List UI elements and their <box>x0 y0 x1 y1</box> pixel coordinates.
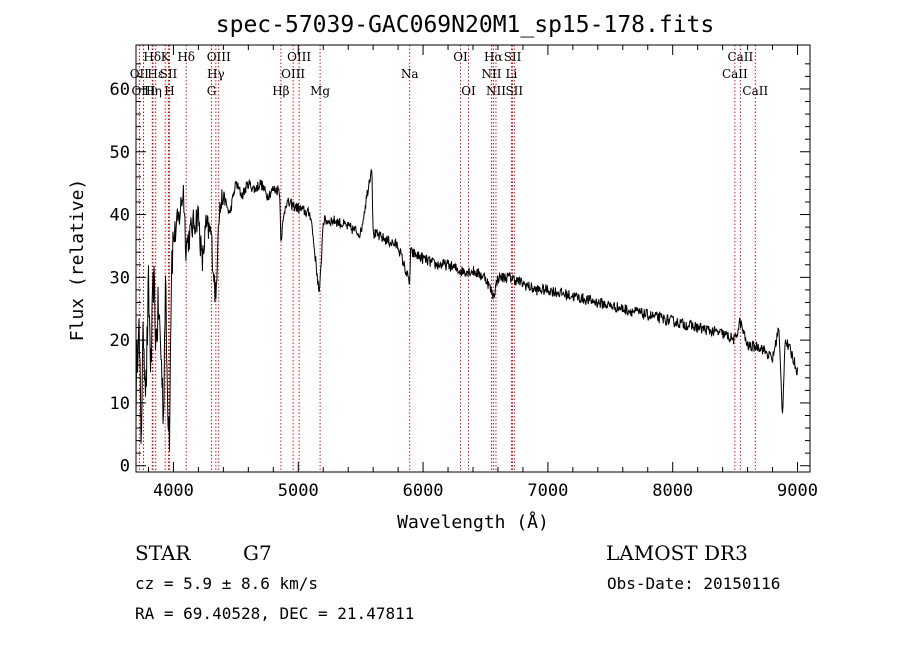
line-label: Hη <box>144 84 162 98</box>
y-axis-label: Flux (relative) <box>67 179 88 342</box>
line-label: Li <box>506 67 518 81</box>
x-tick-label: 4000 <box>153 481 194 501</box>
y-tick-label: 0 <box>120 457 130 477</box>
line-label: CaII <box>722 67 748 81</box>
line-label: NII <box>481 67 501 81</box>
line-label: Mg <box>310 84 330 98</box>
survey-name: LAMOST DR3 <box>606 541 748 565</box>
x-tick-label: 7000 <box>527 481 568 501</box>
line-label: Hβ <box>272 84 289 98</box>
y-tick-label: 10 <box>110 394 130 414</box>
spectral-line-markers <box>138 45 756 472</box>
plot-frame <box>135 44 811 473</box>
line-label: G <box>207 84 217 98</box>
y-tick-label: 40 <box>110 206 130 226</box>
chart-title: spec-57039-GAC069N20M1_sp15-178.fits <box>216 12 715 38</box>
y-tick-label: 20 <box>110 331 130 351</box>
object-subclass: G7 <box>243 541 272 565</box>
line-label: OII <box>130 67 150 81</box>
line-label: SII <box>160 67 178 81</box>
line-label: K <box>161 50 171 64</box>
x-tick-label: 6000 <box>403 481 444 501</box>
y-tick-label: 60 <box>110 80 130 100</box>
line-label: H <box>164 84 174 98</box>
redshift-text: cz = 5.9 ± 8.6 km/s <box>135 574 318 593</box>
line-label: OI <box>461 84 476 98</box>
x-tick-label: 8000 <box>652 481 693 501</box>
x-axis-label: Wavelength (Å) <box>397 511 549 533</box>
y-tick-label: 30 <box>110 268 130 288</box>
line-label: OIII <box>207 50 231 64</box>
spectral-line-labels: Hδ OII OIII Hε Hη K SII H Hδ OIII Hγ G Hβ OIII OIII Mg N… <box>130 50 769 98</box>
obs-date: Obs-Date: 20150116 <box>607 574 780 593</box>
line-label: SII <box>505 84 523 98</box>
x-tick-label: 5000 <box>278 481 319 501</box>
line-label: Hα <box>484 50 503 64</box>
object-class: STAR <box>135 541 191 565</box>
line-label: NII <box>486 84 506 98</box>
spectrum-series <box>135 168 798 451</box>
coordinates: RA = 69.40528, DEC = 21.47811 <box>135 604 414 623</box>
line-label: Hδ <box>177 50 195 64</box>
line-label: OIII <box>131 84 155 98</box>
line-label: SII <box>504 50 522 64</box>
line-label: CaII <box>742 84 768 98</box>
line-label: OIII <box>287 50 311 64</box>
line-label: OI <box>453 50 468 64</box>
line-label: OIII <box>281 67 305 81</box>
line-label: Hδ <box>143 50 161 64</box>
y-tick-label: 50 <box>110 143 130 163</box>
line-label: CaII <box>727 50 753 64</box>
x-axis-ticks: 4000 5000 6000 7000 8000 9000 <box>147 45 818 501</box>
line-label: Hγ <box>207 67 225 81</box>
line-label: Hε <box>147 67 164 81</box>
y-axis-ticks: 0 10 20 30 40 50 60 <box>110 63 810 477</box>
x-tick-label: 9000 <box>777 481 818 501</box>
line-label: Na <box>401 67 419 81</box>
